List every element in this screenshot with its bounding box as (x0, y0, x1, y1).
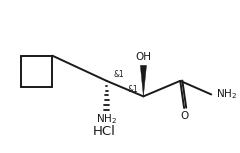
Text: &1: &1 (128, 85, 138, 94)
Polygon shape (140, 65, 146, 96)
Text: O: O (180, 111, 188, 121)
Text: HCl: HCl (93, 125, 116, 138)
Text: &1: &1 (113, 70, 124, 79)
Text: OH: OH (135, 52, 151, 62)
Text: NH$_2$: NH$_2$ (216, 88, 237, 101)
Text: NH$_2$: NH$_2$ (96, 112, 117, 126)
